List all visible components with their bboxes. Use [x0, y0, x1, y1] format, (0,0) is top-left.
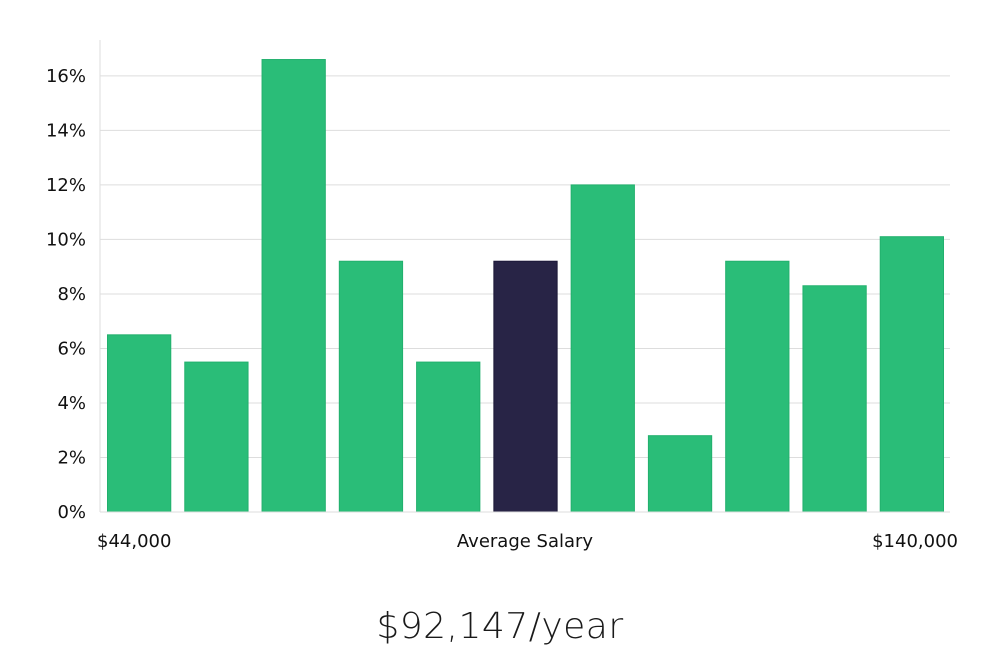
bar: [261, 59, 326, 513]
salary-distribution-chart: 0% 2% 4% 6% 8% 10% 12% 14% 16% $44,000 Average Sal…: [46, 40, 958, 552]
x-label-center: Average Salary: [457, 531, 594, 552]
bar: [416, 361, 481, 513]
y-tick-label: 4%: [57, 393, 86, 414]
y-tick-label: 2%: [57, 447, 86, 468]
bar: [647, 435, 713, 513]
bar: [107, 334, 172, 513]
y-tick-label: 6%: [57, 338, 86, 359]
y-tick-label: 10%: [46, 229, 86, 250]
bar-highlight: [493, 260, 558, 513]
x-label-max: $140,000: [872, 531, 958, 552]
y-tick-label: 14%: [46, 120, 86, 141]
x-label-min: $44,000: [97, 531, 171, 552]
chart-svg: 0% 2% 4% 6% 8% 10% 12% 14% 16% $44,000 Average Sal…: [46, 40, 958, 552]
bar: [338, 260, 404, 513]
y-tick-label: 16%: [46, 66, 86, 87]
y-tick-label: 8%: [57, 284, 86, 305]
y-tick-label: 0%: [57, 502, 86, 523]
bar: [184, 361, 249, 513]
average-salary-headline: $92,147/year: [376, 606, 624, 647]
bar: [879, 236, 945, 513]
bar: [725, 260, 790, 513]
bar: [570, 184, 635, 513]
y-tick-label: 12%: [46, 175, 86, 196]
bar: [802, 285, 867, 513]
